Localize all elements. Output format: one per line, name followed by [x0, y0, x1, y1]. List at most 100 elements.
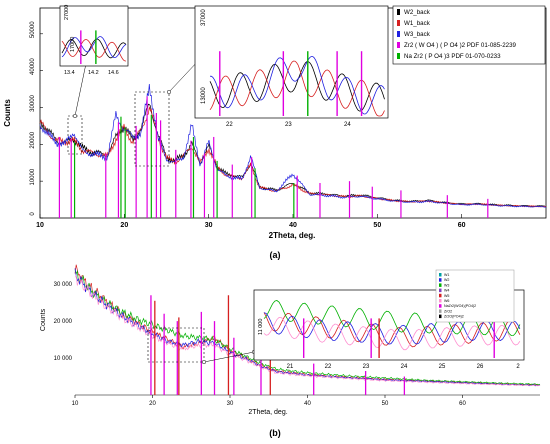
- panel-b-legend-label: Zr2O(PO4)2: [444, 315, 464, 319]
- panel-b-inset-x-tick-labels: 21 22 23 24 25 26 2: [287, 364, 521, 370]
- panel-b-zoom-box: [147, 327, 205, 363]
- panel-a-legend-swatch: [397, 9, 400, 15]
- panel-a-inset-1: 27000 17000 13.4 14.2 14.6: [59, 5, 129, 76]
- panel-a-legend-label: Na Zr2 ( P O4 )3 PDF 01-070-0233: [404, 53, 501, 60]
- panel-a-connector-dot-2: [166, 89, 172, 95]
- panel-a-connector-2: [168, 59, 200, 93]
- panel-b-legend-label: W5: [444, 294, 449, 298]
- panel-b-legend-swatch: [439, 273, 442, 277]
- panel-b-y-tick-label: 20 000: [54, 319, 73, 325]
- panel-b-x-tick-label: 50: [382, 401, 389, 407]
- panel-a-legend-label: W2_back: [404, 9, 431, 16]
- panel-a-series: [39, 83, 547, 218]
- panel-b-legend-label: W4: [444, 289, 449, 293]
- panel-b-connector: [203, 351, 255, 363]
- panel-a-x-tick-label: 30: [205, 222, 213, 229]
- panel-b-legend-swatch: [439, 288, 442, 293]
- panel-b-inset-series-line: [263, 312, 521, 345]
- panel-a-legend-label: W3_back: [404, 31, 431, 38]
- panel-a-x-tick-label: 50: [373, 222, 381, 229]
- panel-a-x-tick-label: 10: [36, 222, 44, 229]
- panel-a-label: (a): [270, 250, 281, 260]
- panel-b-connector-dot: [201, 359, 207, 365]
- panel-a-y-tick-label: 50000: [30, 21, 36, 38]
- panel-a-legend: W2_back W1_back W3_back Zr2 ( W O4 ) ( P O4…: [392, 5, 546, 65]
- panel-b-legend-swatch: [439, 314, 442, 319]
- panel-b-inset-series-line: [263, 312, 521, 348]
- panel-a-legend-entries: W2_back W1_back W3_back Zr2 ( W O4 ) ( P O4…: [397, 9, 517, 60]
- panel-a-x-tick-label: 20: [120, 222, 128, 229]
- panel-a-inset-2-xtick: 24: [344, 122, 351, 128]
- panel-b-legend-swatch: [439, 309, 442, 313]
- panel-a-legend-box: [392, 5, 546, 65]
- panel-a-inset-1-ytick: 17000: [70, 37, 76, 52]
- panel-b-inset-x-tick-label: 26: [477, 364, 484, 370]
- panel-b-legend-swatch: [439, 304, 442, 308]
- panel-b-inset-series: [263, 300, 521, 358]
- panel-b-legend-swatch: [439, 278, 442, 282]
- panel-b-label: (b): [269, 428, 281, 438]
- panel-a-inset-1-series-line: [61, 39, 126, 62]
- panel-b-xlabel: 2Theta, deg.: [248, 409, 287, 416]
- panel-a-inset-1-ytick: 27000: [64, 5, 70, 20]
- panel-a-legend-swatch: [397, 42, 400, 48]
- panel-a-y-tick-label: 10000: [30, 168, 36, 185]
- panel-b-x-tick-label: 60: [459, 401, 466, 407]
- panel-a-inset-2-frame: [194, 5, 389, 119]
- panel-a-legend-swatch: [397, 31, 400, 37]
- panel-a-inset-1-frame: [59, 5, 129, 67]
- panel-b-inset-series-line: [263, 300, 521, 337]
- panel-b-inset-x-tick-label: 22: [325, 364, 332, 370]
- panel-a-inset-2-xtick: 22: [226, 122, 233, 128]
- panel-b-y-tick-label: 10 000: [54, 356, 73, 362]
- panel-a-y-tick-label: 40000: [30, 58, 36, 75]
- panel-a-series-line: [39, 103, 547, 208]
- panel-b-x-tick-labels: 10 20 30 40 50 60: [72, 395, 466, 407]
- panel-b-legend-label: NaZr2(WO4)(PO4)2: [444, 304, 476, 308]
- panel-a-inset-2-series: [209, 51, 385, 117]
- panel-a-connector-dot-1: [72, 113, 78, 119]
- panel-a-ylabel: Counts: [3, 99, 12, 127]
- panel-b-ylabel: Counts: [40, 308, 47, 331]
- panel-a-legend-label: Zr2 ( W O4 ) ( P O4 )2 PDF 01-085-2239: [404, 42, 517, 49]
- panel-b-legend-swatch: [439, 283, 442, 287]
- panel-a-x-tick-label: 60: [458, 222, 466, 229]
- panel-b-inset-x-tick-label: 21: [287, 364, 294, 370]
- panel-a-inset-2-xtick: 23: [285, 122, 292, 128]
- panel-b-series: [74, 264, 541, 395]
- panel-b-legend-label: W1: [444, 273, 449, 277]
- panel-a-legend-swatch: [397, 20, 400, 26]
- panel-b-inset-series-line: [263, 316, 521, 351]
- panel-a-x-tick-labels: 10 20 30 40 50 60: [36, 214, 466, 229]
- panel-b-legend-label: W2: [444, 278, 449, 282]
- panel-b-legend-swatch: [439, 299, 442, 303]
- panel-a-inset-1-xtick: 13.4: [64, 70, 75, 76]
- panel-b-series-line: [74, 269, 541, 386]
- panel-a-series-line: [39, 106, 547, 208]
- panel-b-y-tick-labels: 10 000 20 000 30 000: [54, 282, 73, 362]
- panel-a-legend-label: W1_back: [404, 20, 431, 27]
- panel-b-x-tick-label: 40: [304, 401, 311, 407]
- panel-a-inset-1-xtick: 14.6: [108, 70, 119, 76]
- panel-b-legend-box: [435, 269, 515, 323]
- panel-a-series-line: [39, 83, 547, 208]
- panel-a-y-tick-label: 20000: [30, 131, 36, 148]
- panel-b-inset-x-tick-label: 25: [439, 364, 446, 370]
- panel-a-xlabel: 2Theta, deg.: [269, 231, 316, 240]
- panel-b-inset-x-tick-label: 24: [401, 364, 408, 370]
- panel-a-x-tick-label: 40: [289, 222, 297, 229]
- panel-b-legend-label: W6: [444, 299, 449, 303]
- panel-b-y-tick-label: 30 000: [54, 282, 73, 288]
- panel-a-legend-swatch: [397, 53, 400, 59]
- panel-a-inset-1-xtick: 14.2: [88, 70, 99, 76]
- panel-a-inset-2-ytick: 37000: [201, 9, 207, 26]
- panel-a-zoom-box-1: [67, 115, 83, 155]
- panel-b: 10 000 20 000 30 000 10 20 30 40 50 60 Counts 2…: [40, 264, 541, 438]
- panel-b-series-line: [74, 275, 541, 387]
- panel-b-legend-swatch: [439, 293, 442, 298]
- panel-a-zoom-box-2: [134, 91, 170, 167]
